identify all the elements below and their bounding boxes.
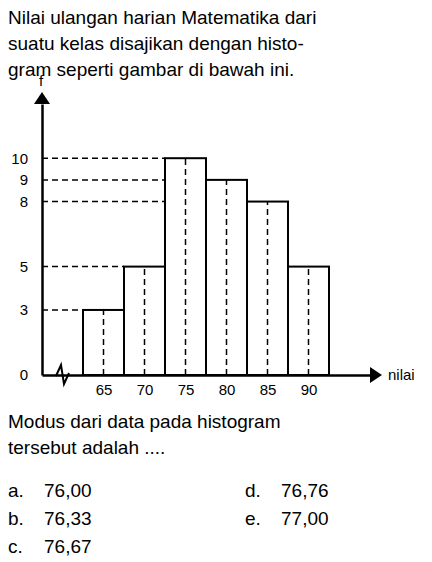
x-axis-line [43, 374, 371, 377]
y-tick-label: 8 [20, 193, 28, 210]
option-label: a. [8, 480, 24, 501]
center-line [103, 310, 105, 375]
option-label: c. [8, 536, 23, 557]
x-tick-label: 90 [301, 381, 318, 398]
x-arrow [370, 367, 382, 383]
grid-line [42, 266, 124, 268]
x-axis-label: nilai [388, 366, 415, 383]
y-tick-label: 0 [20, 366, 28, 383]
option-text: 76,76 [281, 480, 329, 501]
x-tick: 75 [178, 375, 195, 398]
center-line [144, 267, 146, 375]
x-tick-label: 75 [178, 381, 195, 398]
x-tick: 80 [219, 375, 236, 398]
question-line: Modus dari data pada histogram [8, 411, 281, 432]
option-text: 76,00 [44, 480, 92, 501]
bar [288, 267, 329, 375]
x-tick: 90 [301, 375, 318, 398]
x-tick-label: 80 [219, 381, 236, 398]
y-tick: 10 [11, 150, 42, 167]
grid-line [42, 157, 165, 159]
y-arrow [34, 92, 50, 104]
y-axis: 0 3 5 8 9 10 [11, 105, 42, 384]
x-tick-label: 65 [96, 381, 113, 398]
intro-line: suatu kelas disajikan dengan histo- [8, 33, 304, 54]
y-tick-label: 3 [20, 301, 28, 318]
x-tick: 85 [260, 375, 277, 398]
option-text: 76,67 [44, 536, 92, 557]
y-axis-line [41, 105, 44, 376]
bar [206, 180, 247, 375]
x-tick: 70 [137, 375, 154, 398]
question-line: tersebut adalah .... [8, 437, 165, 458]
option-text: 77,00 [281, 508, 329, 529]
bar [124, 267, 165, 375]
grid-line [42, 201, 165, 203]
x-tick-label: 70 [137, 381, 154, 398]
center-line [185, 158, 187, 375]
option-label: b. [8, 508, 24, 529]
y-tick-label: 10 [11, 150, 28, 167]
y-tick: 8 [20, 193, 42, 210]
y-tick: 5 [20, 258, 42, 275]
plot-area [42, 158, 329, 375]
bar [165, 158, 206, 375]
center-line [267, 202, 269, 375]
grid-line [42, 309, 83, 311]
y-tick: 3 [20, 301, 42, 318]
y-axis-label: f [39, 72, 44, 89]
center-line [226, 180, 228, 375]
y-tick-label: 5 [20, 258, 28, 275]
intro-line: gram seperti gambar di bawah ini. [8, 59, 294, 80]
x-tick-label: 85 [260, 381, 277, 398]
option-label: e. [245, 508, 261, 529]
y-tick: 0 [20, 366, 42, 383]
x-axis: 65 70 75 80 85 90 [43, 375, 371, 398]
option-text: 76,33 [44, 508, 92, 529]
intro-line: Nilai ulangan harian Matematika dari [8, 7, 316, 28]
y-tick: 9 [20, 171, 42, 188]
bar [247, 202, 288, 375]
axis-break [56, 365, 69, 384]
y-tick-label: 9 [20, 171, 28, 188]
option-label: d. [245, 480, 261, 501]
grid-line [42, 179, 165, 181]
page: Nilai ulangan harian Matematika dari suat… [0, 0, 432, 562]
bar [83, 310, 124, 375]
x-tick: 65 [96, 375, 113, 398]
center-line [308, 267, 310, 375]
